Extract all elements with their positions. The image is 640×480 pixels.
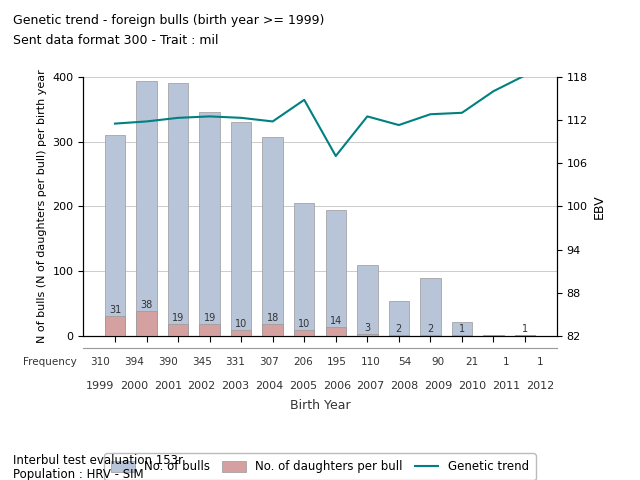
Text: 19: 19 (204, 312, 216, 323)
Bar (262, 324, 283, 336)
Text: 307: 307 (259, 358, 279, 367)
Text: 2: 2 (396, 324, 402, 334)
Text: 110: 110 (361, 358, 381, 367)
Text: 2005: 2005 (289, 382, 317, 391)
Text: 31: 31 (109, 305, 121, 315)
Text: 2008: 2008 (390, 382, 419, 391)
Bar (420, 277, 441, 336)
Text: 2004: 2004 (255, 382, 284, 391)
Text: 2006: 2006 (323, 382, 351, 391)
Text: 2003: 2003 (221, 382, 250, 391)
Bar (199, 324, 220, 336)
Bar (294, 203, 314, 336)
Text: 390: 390 (158, 358, 178, 367)
Text: Interbul test evaluation 153r: Interbul test evaluation 153r (13, 454, 183, 467)
Bar (105, 135, 125, 336)
Text: 2: 2 (428, 324, 433, 334)
Bar (231, 329, 252, 336)
Text: 1999: 1999 (86, 382, 115, 391)
Bar (262, 137, 283, 336)
Bar (388, 301, 409, 336)
Bar (388, 335, 409, 336)
Text: 345: 345 (191, 358, 212, 367)
Text: 10: 10 (298, 319, 310, 328)
Text: 2001: 2001 (154, 382, 182, 391)
Bar (326, 327, 346, 336)
Text: 394: 394 (124, 358, 144, 367)
Bar (357, 264, 378, 336)
Bar (357, 334, 378, 336)
Bar (420, 335, 441, 336)
Text: 14: 14 (330, 316, 342, 326)
Text: 2012: 2012 (526, 382, 554, 391)
Text: Sent data format 300 - Trait : mil: Sent data format 300 - Trait : mil (13, 34, 218, 47)
Text: Population : HRV - SIM: Population : HRV - SIM (13, 468, 143, 480)
Bar (294, 329, 314, 336)
Text: 3: 3 (364, 323, 371, 333)
Text: 2000: 2000 (120, 382, 148, 391)
Text: Frequency: Frequency (23, 358, 77, 367)
Text: 195: 195 (327, 358, 347, 367)
Y-axis label: EBV: EBV (593, 194, 606, 219)
Bar (231, 121, 252, 336)
Text: Genetic trend - foreign bulls (birth year >= 1999): Genetic trend - foreign bulls (birth yea… (13, 14, 324, 27)
Text: 1: 1 (503, 358, 509, 367)
Text: Birth Year: Birth Year (290, 399, 350, 412)
Bar (326, 210, 346, 336)
Y-axis label: N of bulls (N of daughters per bull) per birth year: N of bulls (N of daughters per bull) per… (36, 70, 47, 343)
Bar (452, 323, 472, 336)
Text: 38: 38 (140, 300, 153, 311)
Bar (136, 81, 157, 336)
Text: 310: 310 (90, 358, 110, 367)
Legend: No. of bulls, No. of daughters per bull, Genetic trend: No. of bulls, No. of daughters per bull,… (104, 453, 536, 480)
Text: 2007: 2007 (356, 382, 385, 391)
Bar (136, 312, 157, 336)
Text: 206: 206 (293, 358, 313, 367)
Text: 1: 1 (459, 324, 465, 335)
Text: 2011: 2011 (492, 382, 520, 391)
Text: 19: 19 (172, 312, 184, 323)
Text: 54: 54 (398, 358, 411, 367)
Bar (105, 316, 125, 336)
Text: 2009: 2009 (424, 382, 452, 391)
Text: 90: 90 (432, 358, 445, 367)
Text: 331: 331 (225, 358, 245, 367)
Bar (199, 112, 220, 336)
Text: 10: 10 (235, 319, 247, 328)
Text: 1: 1 (536, 358, 543, 367)
Bar (168, 324, 188, 336)
Text: 18: 18 (267, 313, 279, 324)
Text: 21: 21 (466, 358, 479, 367)
Bar (168, 84, 188, 336)
Text: 1: 1 (522, 324, 528, 335)
Text: 2002: 2002 (188, 382, 216, 391)
Text: 2010: 2010 (458, 382, 486, 391)
